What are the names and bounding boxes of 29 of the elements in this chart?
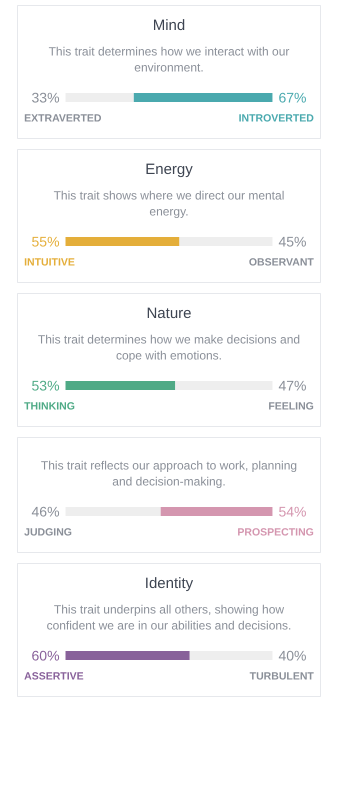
data-label: 54% (278, 504, 306, 520)
chart-subtitle: This trait underpins all others, showing how confident we are in our abilities and decisions. (46, 602, 292, 632)
data-label: 60% (31, 648, 60, 664)
series-label: PROSPECTING (237, 526, 314, 538)
data-label: 40% (278, 648, 306, 664)
chart-title: Energy (145, 161, 194, 178)
series-label: TURBULENT (250, 670, 314, 682)
chart-subtitle: This trait determines how we interact with our environment. (48, 44, 290, 74)
series-label: FEELING (268, 400, 314, 412)
data-label: 55% (31, 234, 60, 250)
chart-title: Mind (152, 17, 186, 34)
data-label: 53% (31, 378, 60, 394)
data-label: 67% (278, 90, 306, 106)
series-label: THINKING (24, 400, 75, 412)
series-label: INTROVERTED (238, 112, 314, 124)
data-label: 45% (278, 234, 306, 250)
chart-title: Identity (144, 575, 194, 592)
series-label: OBSERVANT (248, 256, 314, 268)
chart-subtitle: This trait reflects our approach to work, planning and decision-making. (40, 458, 298, 488)
chart-title: Nature (146, 305, 192, 322)
chart-subtitle: This trait determines how we make decisions and cope with emotions. (38, 332, 300, 362)
chart-subtitle: This trait shows where we direct our mental energy. (54, 188, 284, 218)
series-label: ASSERTIVE (24, 670, 84, 682)
series-label: JUDGING (24, 526, 72, 538)
data-label: 47% (278, 378, 306, 394)
series-label: EXTRAVERTED (24, 112, 102, 124)
data-label: 46% (31, 504, 60, 520)
data-label: 33% (31, 90, 60, 106)
series-label: INTUITIVE (24, 256, 75, 268)
